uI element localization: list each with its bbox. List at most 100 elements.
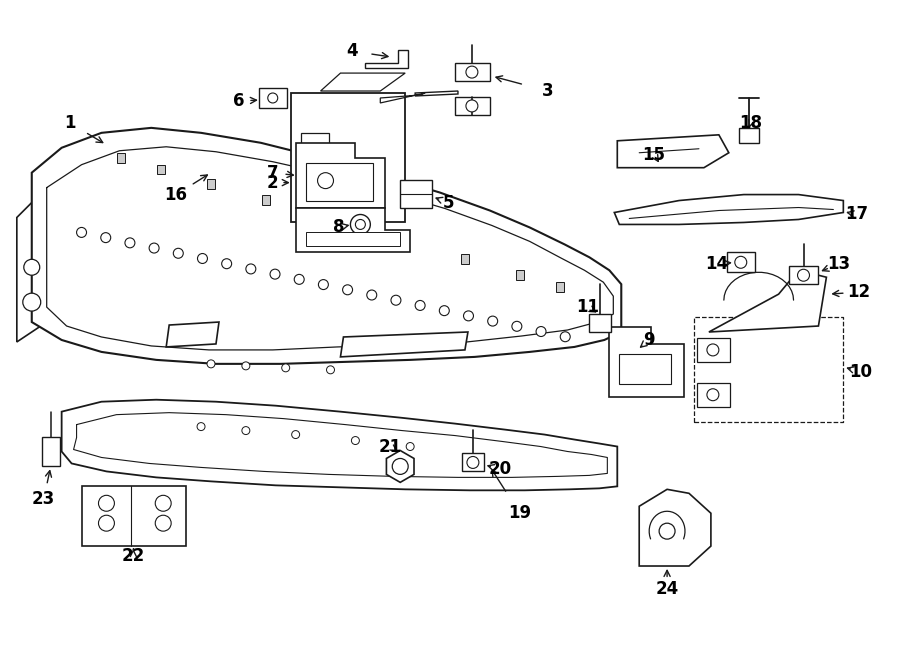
Polygon shape [296,143,385,207]
Circle shape [466,66,478,78]
Circle shape [439,306,449,316]
Circle shape [242,426,250,434]
Bar [207,179,215,189]
Text: 8: 8 [333,218,344,236]
Polygon shape [61,400,617,491]
Polygon shape [17,193,57,342]
Text: 5: 5 [442,193,454,212]
Circle shape [488,316,498,326]
Circle shape [246,264,256,274]
Bar [739,128,759,143]
Polygon shape [709,270,826,332]
Polygon shape [320,73,405,91]
Polygon shape [615,195,843,224]
Bar [555,282,563,292]
Circle shape [659,523,675,539]
Circle shape [98,495,114,511]
Text: 10: 10 [849,363,872,381]
Circle shape [268,93,278,103]
Polygon shape [609,327,684,397]
Text: 9: 9 [644,331,655,349]
Circle shape [330,193,350,213]
Text: 13: 13 [827,256,850,273]
Text: 19: 19 [508,504,531,522]
Bar [117,153,125,163]
Polygon shape [166,322,219,347]
Bar [291,93,405,222]
Bar [41,436,59,467]
Bar [455,97,490,115]
Text: 7: 7 [267,164,279,181]
Circle shape [415,301,425,310]
Circle shape [327,366,335,374]
Circle shape [22,293,40,311]
Circle shape [706,389,719,401]
Bar [306,232,400,246]
Circle shape [270,269,280,279]
Circle shape [356,220,365,230]
Circle shape [318,173,334,189]
Circle shape [174,248,184,258]
Circle shape [221,259,231,269]
Bar [516,271,524,281]
Circle shape [536,326,546,336]
Circle shape [149,243,159,253]
Bar [327,214,335,224]
Circle shape [125,238,135,248]
Text: 18: 18 [739,114,762,132]
Bar [262,195,270,205]
Polygon shape [381,93,425,103]
Text: 20: 20 [488,460,511,479]
Polygon shape [340,332,468,357]
Circle shape [101,232,111,242]
Text: 15: 15 [643,146,666,164]
Bar [400,179,432,207]
Bar [619,354,671,384]
Circle shape [155,515,171,531]
Circle shape [392,459,409,475]
Text: 4: 4 [346,42,358,60]
Circle shape [343,285,353,295]
Polygon shape [639,489,711,566]
Text: 12: 12 [847,283,869,301]
Circle shape [242,362,250,370]
Text: 17: 17 [845,205,868,224]
Bar [301,133,328,155]
Circle shape [98,515,114,531]
Text: 6: 6 [233,92,245,110]
Bar [158,165,166,175]
Circle shape [197,422,205,430]
Circle shape [367,290,377,300]
Bar [455,63,490,81]
Bar [301,161,328,183]
Bar [697,338,730,362]
Polygon shape [386,451,414,483]
Circle shape [406,442,414,451]
Circle shape [560,332,571,342]
Bar [82,487,186,546]
Bar [301,189,328,211]
Text: 16: 16 [165,185,188,204]
Circle shape [319,279,328,289]
Circle shape [391,295,401,305]
Polygon shape [617,135,729,167]
Circle shape [351,436,359,444]
Bar [396,235,404,245]
Circle shape [734,256,747,268]
Circle shape [207,360,215,368]
Circle shape [23,260,40,275]
Circle shape [155,495,171,511]
Bar [788,266,818,284]
Circle shape [197,254,208,263]
Text: 22: 22 [122,547,145,565]
Polygon shape [32,128,621,364]
Bar [590,314,611,332]
Polygon shape [415,91,458,96]
Bar [306,163,373,201]
Circle shape [706,344,719,356]
Text: 1: 1 [64,114,76,132]
Text: 21: 21 [379,438,401,455]
Text: 23: 23 [32,491,55,508]
Circle shape [512,321,522,331]
Circle shape [466,100,478,112]
